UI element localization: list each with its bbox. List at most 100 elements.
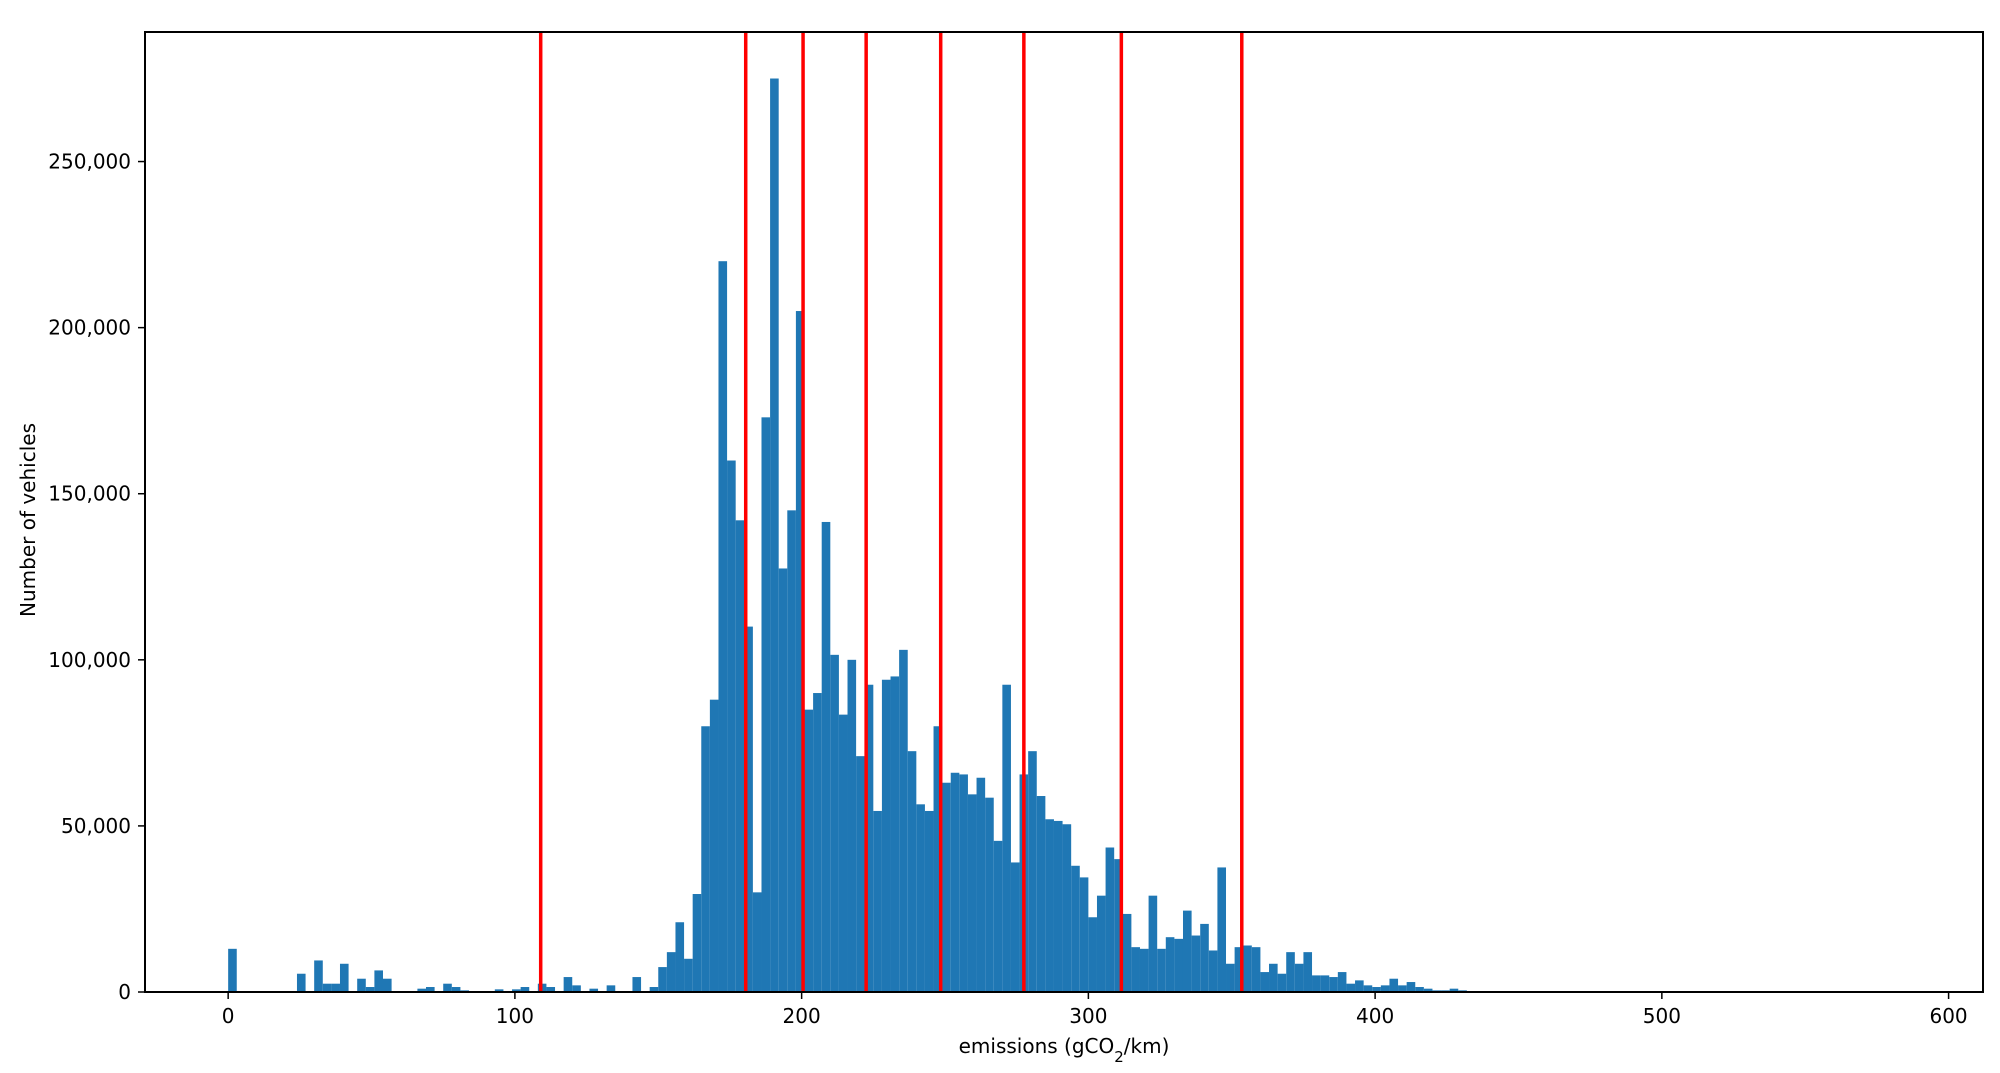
histogram-bar xyxy=(752,892,762,992)
histogram-bar xyxy=(795,311,805,992)
histogram-bar xyxy=(727,460,736,993)
histogram-bar xyxy=(1329,977,1338,992)
histogram-bar xyxy=(907,751,917,992)
x-tick-label: 500 xyxy=(1643,1004,1681,1028)
histogram-bar xyxy=(1389,978,1399,992)
histogram-bar xyxy=(426,987,435,992)
y-tick-label: 0 xyxy=(118,980,131,1004)
x-axis-label-subscript: 2 xyxy=(1114,1048,1124,1066)
histogram-bar xyxy=(1355,980,1364,992)
histogram-bar xyxy=(899,649,908,992)
threshold-lines xyxy=(538,32,1244,992)
histogram-bar xyxy=(1277,973,1287,992)
histogram-bar xyxy=(314,960,323,992)
histogram-bar xyxy=(632,977,642,992)
x-tick-label: 200 xyxy=(783,1004,821,1028)
histogram-bar xyxy=(1045,819,1054,992)
histogram-bar xyxy=(589,988,599,992)
plot-area-frame xyxy=(144,31,1984,993)
histogram-bar xyxy=(959,774,968,992)
histogram-bar xyxy=(1346,983,1356,992)
y-axis-ticks: 0 50,000 100,000 150,000 200,000 250,000 xyxy=(48,150,145,1004)
histogram-bar xyxy=(1286,952,1295,992)
histogram-bar xyxy=(365,987,375,992)
histogram-bar xyxy=(1028,751,1037,992)
histogram-bar xyxy=(933,726,943,992)
histogram-bar xyxy=(417,988,427,992)
x-tick-label: 400 xyxy=(1356,1004,1394,1028)
histogram-bar xyxy=(374,970,383,992)
histogram-bar xyxy=(838,714,848,992)
y-tick-label: 250,000 xyxy=(48,150,131,174)
y-axis-label: Number of vehicles xyxy=(16,423,40,617)
histogram-bar xyxy=(1415,987,1424,992)
histogram-bar xyxy=(494,989,504,992)
x-tick-label: 300 xyxy=(1069,1004,1107,1028)
histogram-bar xyxy=(1010,862,1020,992)
histogram-bar xyxy=(761,417,771,992)
histogram-bar xyxy=(1294,963,1304,992)
histogram-bar xyxy=(357,978,366,992)
histogram-bar xyxy=(1105,847,1115,992)
histogram-bar xyxy=(942,782,951,992)
histogram-bar xyxy=(701,726,710,992)
histogram-bar xyxy=(1217,867,1227,992)
histogram-bar xyxy=(1002,684,1011,992)
histogram-bar xyxy=(804,709,814,992)
histogram-bar xyxy=(520,987,530,992)
histogram-bar xyxy=(675,922,685,992)
x-axis-label-units: /km) xyxy=(1124,1034,1170,1058)
histogram-bar xyxy=(890,676,900,992)
histogram-bar xyxy=(1036,796,1046,992)
histogram-bar xyxy=(744,626,753,992)
histogram-bars xyxy=(228,78,1467,993)
histogram-bar xyxy=(296,973,306,992)
histogram-bar xyxy=(985,797,994,992)
y-tick-label: 150,000 xyxy=(48,482,131,506)
histogram-bar xyxy=(1251,947,1261,992)
histogram-bar xyxy=(1449,988,1459,992)
histogram-bar xyxy=(1131,947,1140,992)
histogram-bar xyxy=(718,261,728,992)
histogram-bar xyxy=(563,977,573,992)
histogram-bar xyxy=(787,510,796,992)
histogram-bar xyxy=(1165,937,1175,992)
histogram-bar xyxy=(873,810,882,992)
histogram-bar xyxy=(770,78,779,992)
x-tick-label: 0 xyxy=(222,1004,235,1028)
histogram-bar xyxy=(976,777,986,992)
x-tick-label: 100 xyxy=(496,1004,534,1028)
histogram-bar xyxy=(1148,895,1158,992)
histogram-bar xyxy=(864,684,874,992)
histogram-bar xyxy=(666,952,676,992)
histogram-bar xyxy=(1380,985,1390,992)
histogram-bar xyxy=(546,987,556,992)
histogram-bar xyxy=(1200,923,1209,992)
histogram-bar xyxy=(1260,972,1270,992)
histogram-bar xyxy=(228,948,237,992)
histogram-bar xyxy=(322,983,332,992)
histogram-bar xyxy=(1114,859,1123,992)
histogram-bar xyxy=(709,699,719,992)
histogram-bar xyxy=(1208,950,1218,992)
histogram-bar xyxy=(1157,948,1166,992)
y-tick-label: 100,000 xyxy=(48,648,131,672)
histogram-bar xyxy=(1423,988,1433,992)
histogram-bar xyxy=(856,756,865,992)
y-tick-label: 50,000 xyxy=(61,814,131,838)
histogram-bar xyxy=(1062,824,1072,992)
histogram-bar xyxy=(1337,972,1347,992)
histogram-bar xyxy=(1320,975,1330,992)
histogram-bar xyxy=(572,985,581,992)
histogram-bar xyxy=(1079,877,1089,992)
histogram-bar xyxy=(1303,952,1313,992)
histogram-bar xyxy=(950,772,960,992)
x-axis-label: emissions (gCO2/km) xyxy=(959,1034,1170,1066)
histogram-bar xyxy=(924,810,934,992)
histogram-bar xyxy=(1053,820,1063,992)
histogram-bar xyxy=(684,958,693,992)
histogram-bar xyxy=(658,967,667,992)
histogram-bar xyxy=(1191,935,1201,992)
histogram-bar xyxy=(1372,987,1381,992)
